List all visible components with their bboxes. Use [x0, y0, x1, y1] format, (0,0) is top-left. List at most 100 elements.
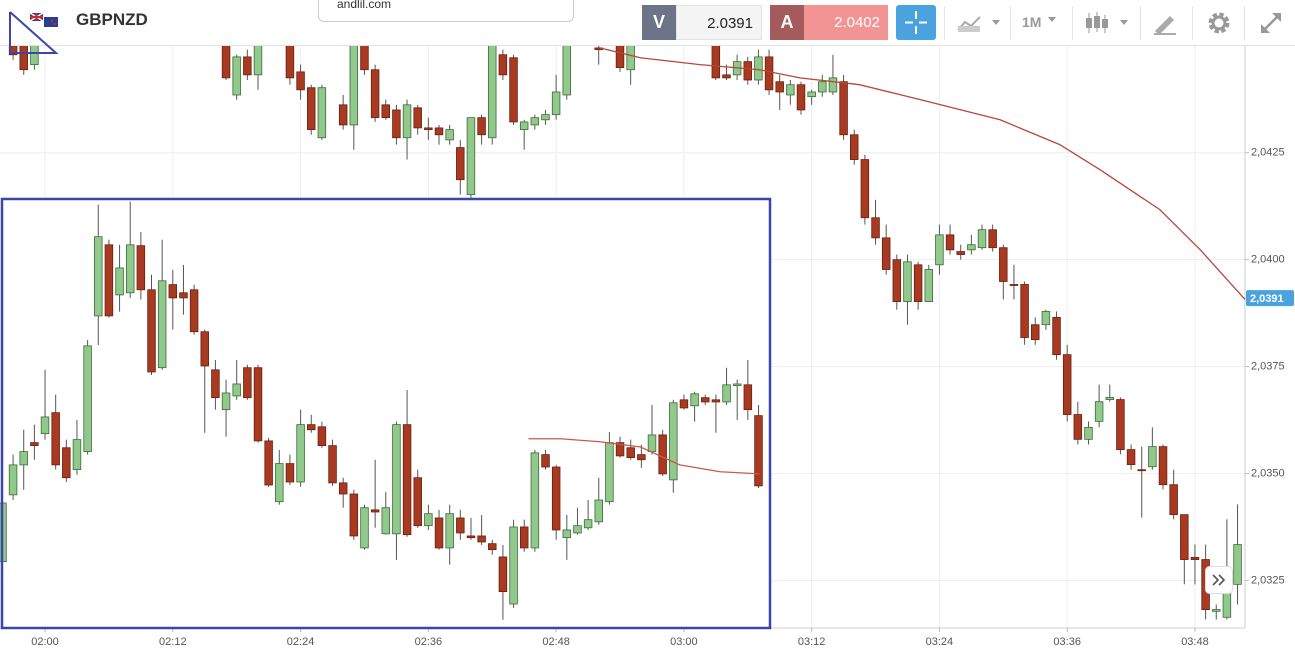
- candle-body: [711, 44, 721, 79]
- popup: andlil.com: [318, 0, 574, 22]
- candle-body: [669, 402, 678, 481]
- candle-body: [413, 107, 422, 129]
- x-tick-label: 03:12: [798, 636, 826, 648]
- candle-body: [1116, 399, 1125, 451]
- candle-body: [115, 267, 124, 296]
- candle-body: [445, 513, 454, 549]
- draw-tool[interactable]: [1152, 11, 1178, 35]
- candle-body: [147, 289, 156, 373]
- separator: [1244, 6, 1245, 40]
- candle-body: [157, 280, 167, 369]
- candle-body: [764, 56, 774, 91]
- candle-body: [1233, 544, 1242, 585]
- candle-body: [1212, 609, 1221, 612]
- candle-body: [594, 499, 603, 523]
- candle-body: [424, 513, 433, 527]
- separator: [1072, 6, 1073, 40]
- candle-body: [275, 463, 284, 503]
- candle-body: [307, 424, 316, 431]
- candle-body: [999, 247, 1008, 282]
- chart-type-menu[interactable]: [956, 12, 1002, 34]
- interval-menu[interactable]: 1M: [1022, 14, 1042, 30]
- separator: [1192, 6, 1193, 40]
- candle-body: [285, 463, 295, 483]
- symbol[interactable]: GBPNZD: [76, 10, 148, 29]
- candle-body: [498, 556, 508, 593]
- toolbar: GBPNZD andlil.com V 2.0391 A 2.0402 1M: [0, 0, 1295, 46]
- candle-body: [1020, 284, 1029, 338]
- candle-body: [338, 104, 348, 126]
- candle-body: [488, 543, 497, 551]
- candle-body: [83, 345, 92, 453]
- candle-body: [754, 56, 763, 81]
- y-tick-label: 2,0375: [1251, 361, 1285, 373]
- candle-body: [988, 229, 997, 249]
- candle-body: [413, 477, 422, 527]
- candle-body: [935, 234, 944, 266]
- candle-body: [573, 525, 582, 534]
- candle-body: [104, 244, 114, 317]
- candle-body: [775, 81, 784, 93]
- candle-body: [658, 434, 667, 475]
- candle-body: [519, 121, 529, 131]
- sell-label[interactable]: V: [642, 5, 676, 40]
- candle-body: [338, 482, 348, 495]
- x-tick-label: 03:00: [670, 636, 698, 648]
- buy-label[interactable]: A: [770, 5, 804, 40]
- y-tick-label: 2,0400: [1251, 254, 1285, 266]
- candle-body: [392, 424, 401, 535]
- dropdown-arrow: [1048, 17, 1056, 22]
- separator: [944, 6, 945, 40]
- candle-body: [370, 69, 380, 119]
- inset-frame: [0, 197, 772, 630]
- scroll-latest-button[interactable]: [1205, 566, 1233, 594]
- candle-body: [637, 454, 646, 461]
- candle-body: [1105, 397, 1115, 400]
- candle-body: [349, 44, 359, 126]
- candle-body: [264, 440, 273, 486]
- candle-body: [466, 117, 476, 196]
- flag-icon: [30, 13, 58, 27]
- settings-button[interactable]: [1206, 10, 1232, 36]
- candle-body: [125, 244, 135, 294]
- candle-body: [434, 127, 444, 136]
- y-tick-label: 2,0425: [1251, 147, 1285, 159]
- candle-body: [62, 447, 71, 479]
- candle-body: [1190, 557, 1200, 560]
- candle-body: [551, 91, 561, 116]
- candle-body: [839, 81, 848, 136]
- fullscreen-button[interactable]: [1258, 10, 1284, 36]
- x-tick-label: 02:48: [542, 636, 570, 648]
- x-tick-label: 03:48: [1181, 636, 1209, 648]
- candle-body: [1073, 414, 1083, 440]
- candle-style-menu[interactable]: [1084, 10, 1132, 36]
- sell-price[interactable]: 2.0391: [676, 5, 762, 40]
- y-tick-label: 2,0350: [1251, 467, 1285, 479]
- candle-body: [977, 229, 987, 249]
- candle-body: [94, 236, 103, 317]
- candle-body: [530, 117, 540, 126]
- candle-body: [1062, 354, 1072, 415]
- candle-body: [807, 91, 816, 98]
- candle-body: [1137, 469, 1146, 472]
- candle-body: [1052, 317, 1061, 356]
- candle-body: [434, 517, 444, 549]
- candle-body: [221, 44, 231, 79]
- candle-body: [381, 104, 390, 119]
- moving-average: [599, 47, 1246, 300]
- candle-body: [8, 464, 18, 496]
- last-price-tag: [1246, 290, 1294, 307]
- crosshair-button[interactable]: [896, 5, 936, 40]
- candle-body: [424, 127, 433, 131]
- candle-body: [722, 74, 731, 79]
- buy-price[interactable]: 2.0402: [804, 5, 888, 40]
- candle-body: [19, 451, 28, 466]
- candle-body: [562, 44, 571, 96]
- candle-body: [306, 87, 316, 131]
- candle-body: [509, 57, 518, 123]
- candle-body: [722, 384, 731, 403]
- candle-body: [211, 369, 220, 399]
- candle-body: [179, 292, 188, 299]
- candle-body: [402, 104, 412, 139]
